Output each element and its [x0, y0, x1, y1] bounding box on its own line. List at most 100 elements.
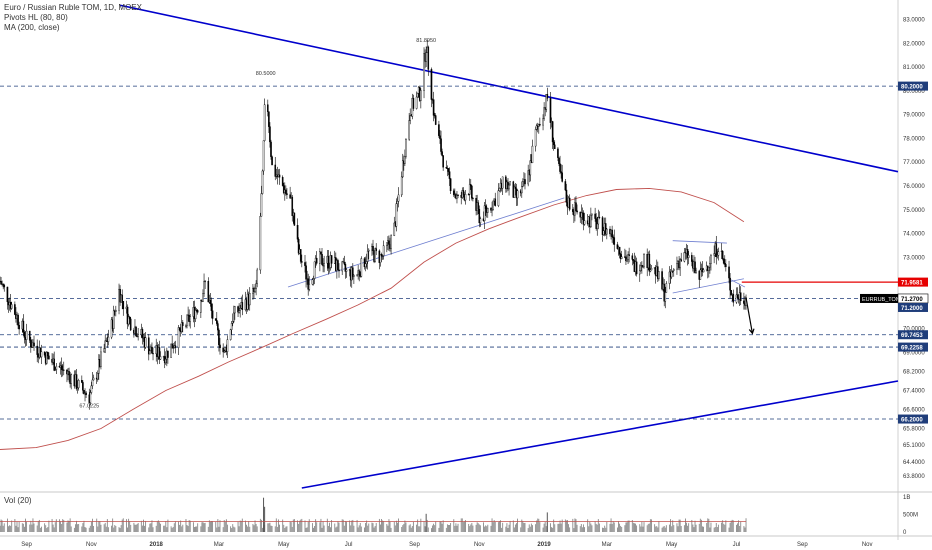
candle-body: [723, 263, 726, 265]
price-axis-tick: 65.8000: [903, 427, 925, 433]
candle-body: [679, 259, 681, 269]
candle-body: [17, 314, 19, 326]
candle-body: [583, 220, 586, 225]
projection-arrow: [745, 297, 753, 334]
candle-body: [18, 325, 20, 330]
candle-body: [82, 382, 84, 391]
legend-title: Euro / Russian Ruble TOM, 1D, MOEX: [4, 3, 142, 12]
candle-body: [338, 269, 340, 272]
candle-body: [128, 316, 131, 320]
candle-body: [315, 257, 318, 264]
candle-body: [358, 270, 361, 275]
red-level-label-box: [898, 277, 928, 287]
candle-body: [241, 302, 244, 311]
candle-body: [728, 266, 730, 279]
trendline: [730, 279, 746, 288]
candle-body: [531, 145, 534, 163]
candle-body: [534, 129, 537, 147]
price-axis-tick: 75.0000: [903, 208, 925, 214]
candle-body: [126, 306, 129, 325]
candle-body: [379, 253, 382, 263]
candle-body: [55, 365, 58, 370]
candle-body: [177, 327, 180, 348]
price-axis-tick: 77.0000: [903, 160, 925, 166]
candle-body: [10, 304, 13, 309]
candle-body: [710, 254, 712, 264]
candle-body: [650, 268, 653, 271]
candle-body: [721, 250, 724, 260]
candle-body: [83, 390, 85, 395]
candle-body: [691, 255, 693, 262]
candle-body: [483, 205, 486, 221]
candle-body: [683, 252, 686, 262]
candle-body: [699, 269, 702, 280]
time-axis-tick: Mar: [602, 542, 612, 548]
candle-body: [491, 209, 493, 211]
candle-body: [497, 190, 500, 206]
candle-body: [715, 243, 718, 258]
candle-body: [364, 263, 367, 268]
candle-body: [262, 140, 265, 172]
candle-body: [472, 197, 474, 199]
candle-body: [580, 212, 583, 218]
candle-body: [448, 171, 451, 179]
candle-body: [170, 343, 172, 358]
price-tag-label: 71.2000: [901, 306, 923, 312]
price-axis-tick: 64.4000: [903, 460, 925, 466]
candle-body: [147, 337, 150, 355]
candle-body: [551, 121, 554, 143]
last-price-label: 71.2700: [901, 297, 923, 303]
candle-body: [393, 222, 396, 236]
price-axis-tick: 76.0000: [903, 184, 925, 190]
candle-body: [501, 176, 504, 189]
candle-body: [479, 218, 482, 224]
candle-body: [81, 380, 83, 383]
candle-body: [477, 202, 480, 210]
volume-bars: [0, 497, 747, 532]
candle-body: [328, 267, 331, 269]
candle-body: [725, 264, 727, 268]
candle-body: [186, 314, 188, 326]
candle-body: [259, 216, 262, 271]
candle-body: [423, 53, 425, 91]
price-axis-tick: 82.0000: [903, 41, 925, 47]
candle-body: [323, 262, 325, 267]
candle-body: [713, 253, 715, 256]
time-axis-tick: 2019: [537, 542, 551, 548]
candle-body: [602, 230, 605, 235]
candle-body: [121, 294, 124, 302]
candle-body: [282, 185, 285, 193]
symbol-tag: EURRUB_TOM: [862, 297, 901, 303]
candle-body: [103, 348, 105, 353]
candle-body: [439, 135, 441, 139]
candle-body: [202, 293, 204, 302]
candle-body: [360, 258, 363, 277]
volume-axis-tick: 500M: [903, 513, 918, 519]
candle-body: [345, 269, 348, 272]
legend-indicator-pivots: Pivots HL (80, 80): [4, 13, 68, 22]
candle-body: [0, 281, 2, 285]
candle-body: [174, 345, 177, 348]
candle-body: [100, 351, 102, 367]
level-label: 66.2000: [901, 418, 923, 424]
candle-body: [626, 259, 628, 262]
candle-body: [189, 316, 192, 322]
candle-body: [222, 347, 224, 353]
candle-body: [296, 224, 299, 240]
candle-body: [70, 374, 73, 384]
candle-body: [671, 270, 674, 272]
candle-body: [92, 377, 95, 381]
candle-body: [553, 144, 556, 150]
candle-body: [286, 193, 288, 195]
candle-body: [237, 306, 239, 313]
candle-body: [91, 379, 94, 387]
pivot-label: 80.5000: [256, 71, 276, 77]
time-axis-tick: Sep: [797, 542, 808, 548]
candle-body: [226, 339, 229, 352]
candle-body: [400, 176, 403, 196]
candle-body: [597, 216, 600, 225]
candle-body: [365, 261, 368, 264]
candle-body: [486, 208, 489, 213]
candle-body: [591, 213, 593, 216]
